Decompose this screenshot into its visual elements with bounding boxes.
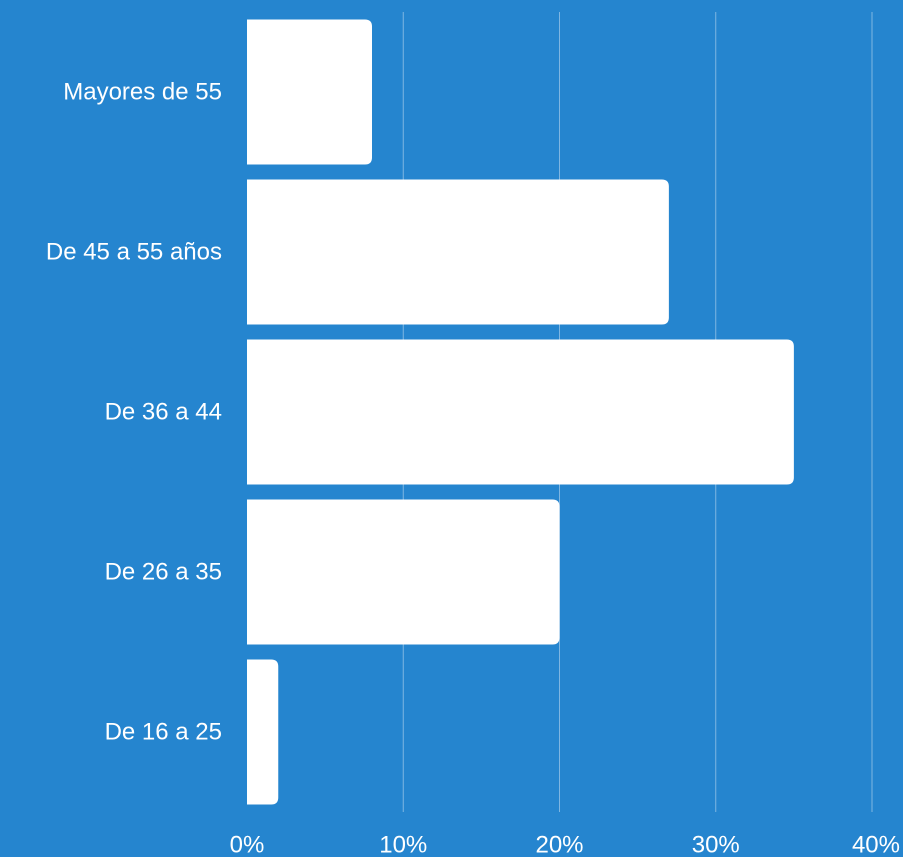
x-tick-label-30: 30% <box>692 832 740 857</box>
x-tick-label-10: 10% <box>379 832 427 857</box>
category-label-de-26-a-35: De 26 a 35 <box>105 559 222 586</box>
bar-de-26-a-35 <box>247 499 560 645</box>
bars <box>247 19 794 805</box>
category-labels: Mayores de 55 De 45 a 55 años De 36 a 44 De… <box>46 79 222 746</box>
x-tick-label-0: 0% <box>230 832 265 857</box>
category-label-mayores-de-55: Mayores de 55 <box>63 79 222 106</box>
category-label-de-16-a-25: De 16 a 25 <box>105 719 222 746</box>
x-tick-label-20: 20% <box>535 832 583 857</box>
category-label-de-45-a-55-anos: De 45 a 55 años <box>46 239 222 266</box>
bar-de-16-a-25 <box>247 659 279 805</box>
bar-de-36-a-44 <box>247 339 794 485</box>
bar-mayores-de-55 <box>247 19 372 165</box>
bar-de-45-a-55-anos <box>247 179 669 325</box>
x-tick-label-40: 40% <box>852 832 900 857</box>
x-axis-tick-labels: 0% 10% 20% 30% 40% <box>230 832 900 857</box>
category-label-de-36-a-44: De 36 a 44 <box>105 399 222 426</box>
